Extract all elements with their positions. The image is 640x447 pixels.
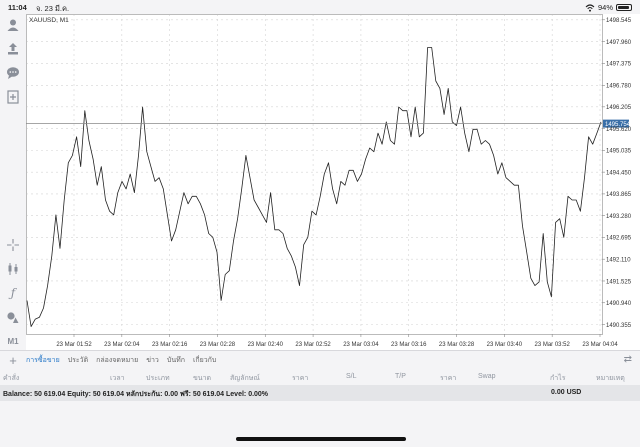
y-tick-label: 1494.450: [606, 170, 632, 176]
x-tick-label: 23 Mar 02:28: [200, 342, 236, 348]
tab-journal[interactable]: บันทึก: [166, 356, 185, 364]
price-series-line: [26, 47, 602, 328]
wifi-icon: [585, 3, 595, 12]
col-tp: T/P: [395, 373, 406, 380]
col-price: ราคา: [292, 375, 309, 382]
x-tick-label: 23 Mar 03:16: [391, 342, 427, 348]
status-date: จ. 23 มี.ค.: [36, 4, 70, 13]
y-tick-label: 1497.960: [606, 40, 632, 46]
y-tick-label: 1492.110: [606, 258, 631, 264]
col-symbol: สัญลักษณ์: [230, 375, 260, 382]
tab-history[interactable]: ประวัติ: [67, 356, 89, 364]
y-tick-label: 1490.940: [606, 301, 632, 307]
current-price-layer: 1495.754: [26, 119, 631, 128]
total-profit: 0.00 USD: [551, 389, 582, 396]
col-order: คำสั่ง: [3, 375, 20, 382]
y-tick-label: 1491.525: [606, 279, 632, 285]
y-tick-label: 1496.205: [606, 105, 632, 111]
trade-icon[interactable]: [4, 40, 22, 58]
x-tick-label: 23 Mar 02:16: [152, 342, 188, 348]
price-chart[interactable]: XAUUSD, M1 1495.754 1498.545 1497.960 1497…: [26, 14, 640, 350]
col-time: เวลา: [110, 375, 125, 382]
document-icon[interactable]: ⇄: [623, 354, 632, 365]
current-price-label: 1495.754: [605, 122, 631, 128]
symbol-label: XAUUSD, M1: [29, 17, 69, 24]
indicator-icon[interactable]: ƒ: [10, 286, 16, 300]
tab-about[interactable]: เกี่ยวกับ: [192, 356, 217, 364]
col-size: ขนาด: [193, 375, 212, 382]
y-tick-label: 1496.780: [606, 84, 632, 90]
x-tick-label: 23 Mar 02:52: [295, 342, 331, 348]
y-tick-label: 1490.355: [606, 323, 632, 329]
tab-trade[interactable]: การซื้อขาย: [26, 356, 60, 364]
tab-mailbox[interactable]: กล่องจดหมาย: [96, 356, 139, 364]
x-tick-label: 23 Mar 02:04: [104, 342, 140, 348]
left-toolbar: ƒ M1: [0, 14, 26, 350]
balance-row: Balance: 50 619.04 Equity: 50 619.04 หลั…: [0, 385, 640, 401]
add-tab-icon[interactable]: +: [9, 352, 17, 368]
x-tick-label: 23 Mar 03:28: [439, 342, 475, 348]
y-tick-label: 1498.545: [606, 18, 632, 24]
status-bar: 11:04 จ. 23 มี.ค. 94%: [0, 0, 640, 14]
col-type: ประเภท: [146, 375, 170, 382]
chat-icon[interactable]: [4, 64, 22, 82]
bottom-tab-bar: + การซื้อขาย ประวัติ กล่องจดหมาย ข่าว บั…: [0, 350, 640, 369]
x-axis: 23 Mar 01:52 23 Mar 02:04 23 Mar 02:16 23 M…: [56, 334, 618, 348]
plot-frame: [26, 14, 603, 335]
objects-icon[interactable]: [4, 308, 22, 326]
col-swap: Swap: [478, 373, 496, 380]
battery-icon: [616, 4, 632, 11]
battery-fill: [618, 6, 630, 9]
col-price-current: ราคา: [440, 375, 457, 382]
x-tick-label: 23 Mar 01:52: [56, 342, 92, 348]
home-indicator[interactable]: [236, 437, 406, 441]
add-icon[interactable]: [4, 88, 22, 106]
crosshair-icon[interactable]: [4, 236, 22, 254]
tab-news[interactable]: ข่าว: [146, 356, 159, 364]
y-tick-label: 1493.865: [606, 192, 632, 198]
balance-summary: Balance: 50 619.04 Equity: 50 619.04 หลั…: [3, 391, 269, 398]
col-comment: หมายเหตุ: [596, 375, 625, 382]
x-tick-label: 23 Mar 02:40: [248, 342, 284, 348]
x-tick-label: 23 Mar 03:40: [487, 342, 523, 348]
x-tick-label: 23 Mar 04:04: [582, 342, 618, 348]
y-axis: 1498.545 1497.960 1497.375 1496.780 1496.205…: [602, 18, 632, 329]
col-sl: S/L: [346, 373, 357, 380]
series-layer: [26, 47, 602, 328]
account-icon[interactable]: [4, 16, 22, 34]
orders-table-header: คำสั่ง เวลา ประเภท ขนาด สัญลักษณ์ ราคา S…: [0, 369, 640, 385]
x-tick-label: 23 Mar 03:52: [535, 342, 571, 348]
y-tick-label: 1497.375: [606, 62, 632, 68]
y-tick-label: 1495.620: [606, 127, 632, 133]
chart-grid: [26, 14, 602, 334]
candlestick-icon[interactable]: [4, 260, 22, 278]
chart-svg: XAUUSD, M1 1495.754 1498.545 1497.960 1497…: [26, 14, 640, 350]
status-right: 94%: [585, 3, 632, 12]
y-tick-label: 1493.280: [606, 214, 632, 220]
col-profit: กำไร: [550, 375, 566, 382]
status-time: 11:04: [8, 3, 27, 12]
y-tick-label: 1492.695: [606, 236, 632, 242]
y-tick-label: 1495.035: [606, 149, 632, 155]
current-price-tag: [603, 119, 629, 128]
chart-background: [26, 14, 640, 350]
battery-percent: 94%: [597, 3, 613, 12]
x-tick-label: 23 Mar 03:04: [343, 342, 379, 348]
timeframe-button[interactable]: M1: [7, 336, 19, 346]
